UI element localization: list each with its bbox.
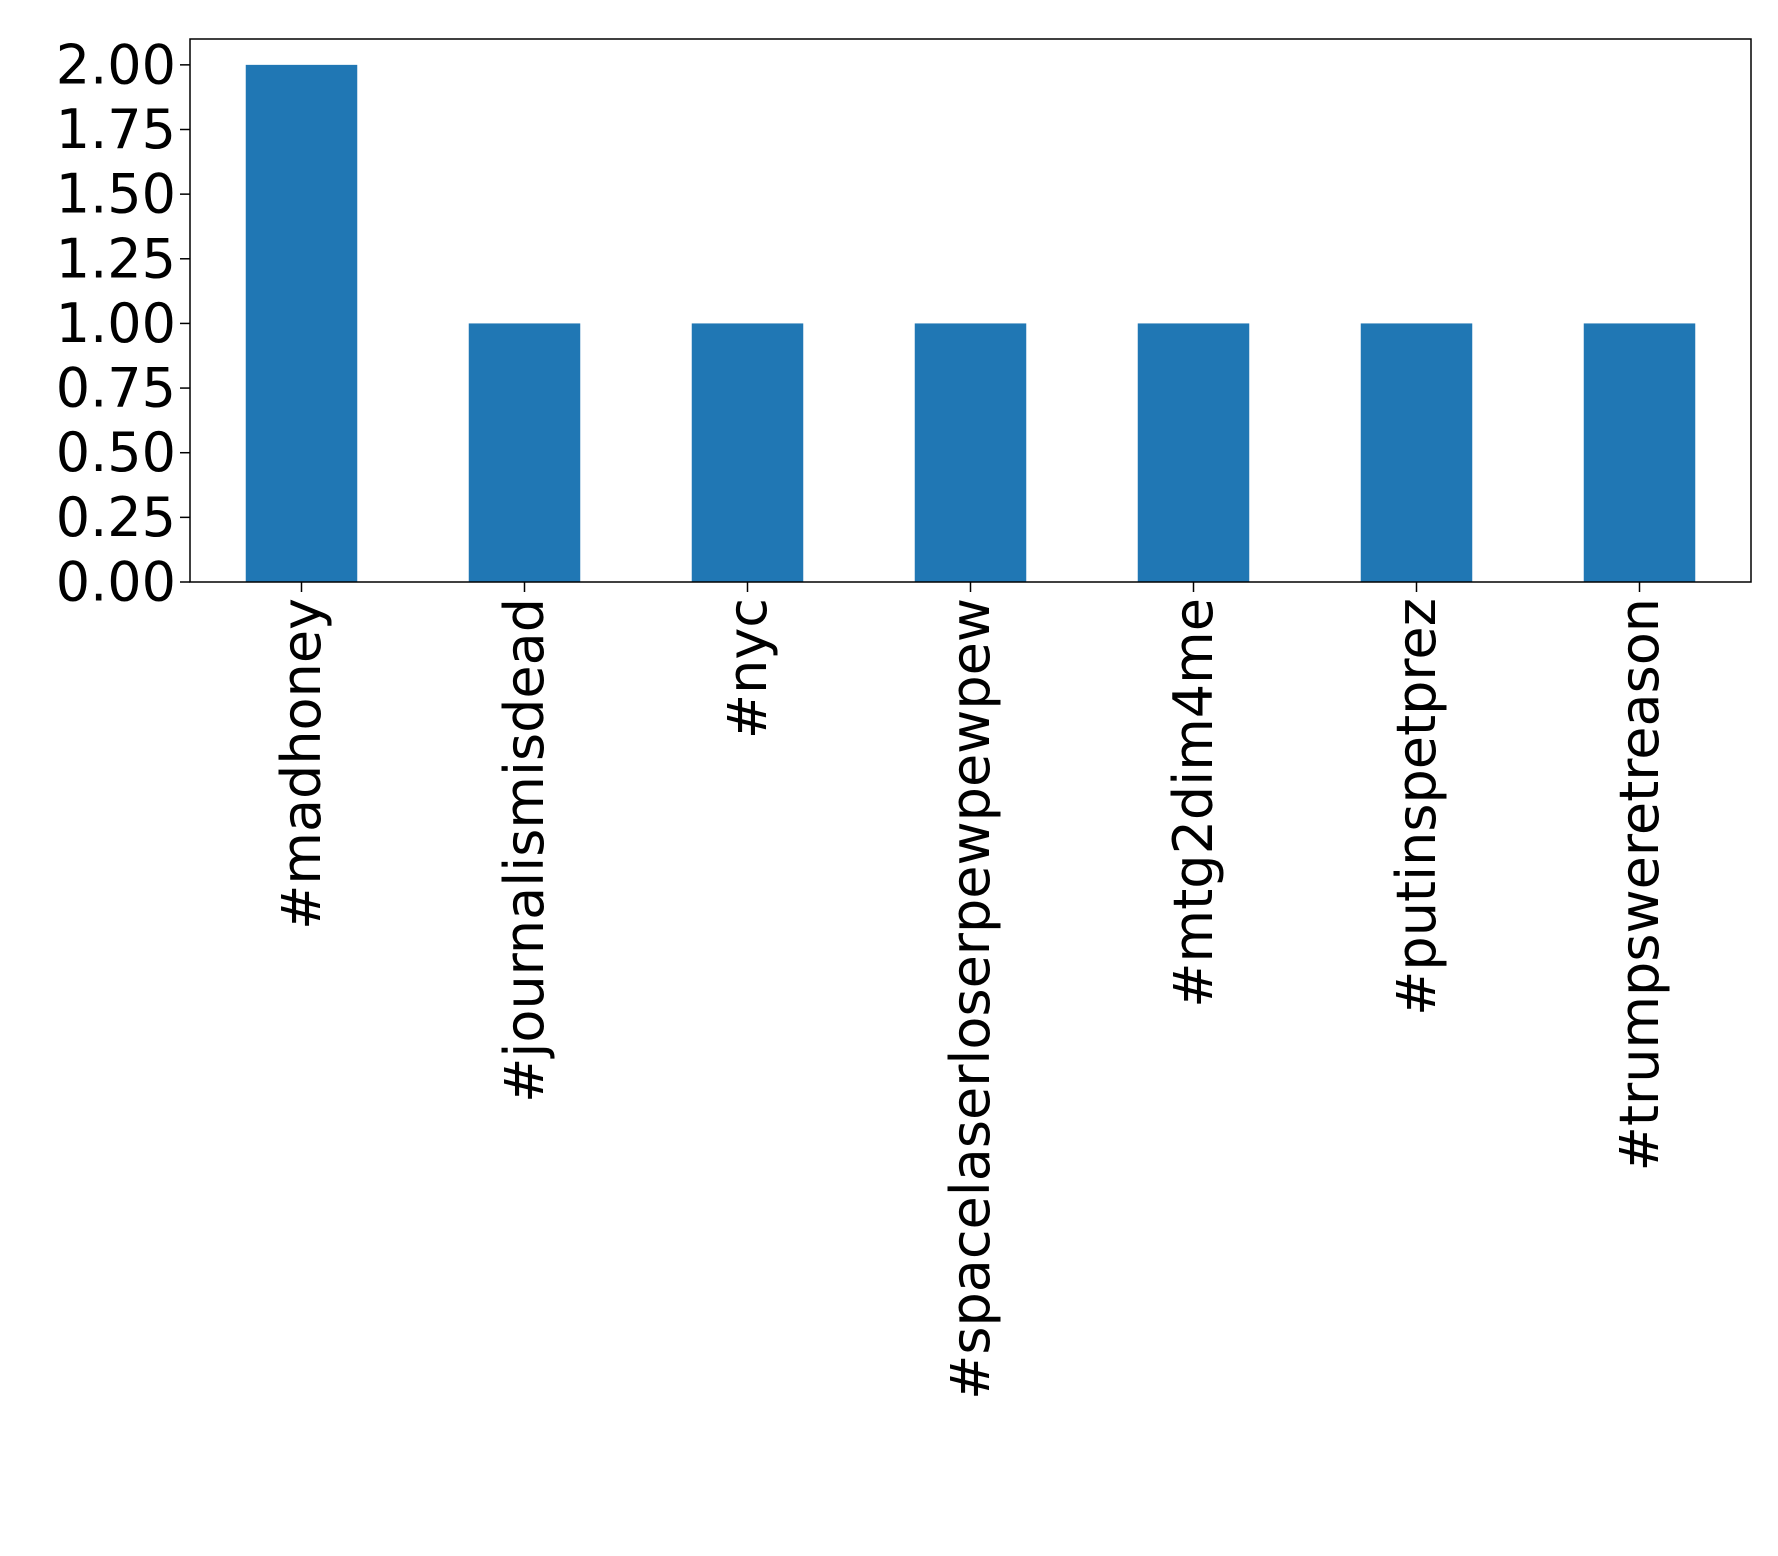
y-tick-label: 1.50	[56, 163, 176, 226]
bar-putinspetprez	[1360, 323, 1473, 582]
y-tick-label: 1.75	[56, 98, 176, 161]
x-tick-label: #spacelaserloserpewpewpew	[939, 598, 1002, 1400]
y-tick-label: 1.00	[56, 292, 176, 355]
bars-layer	[245, 64, 1696, 583]
y-tick-label: 0.75	[56, 357, 176, 420]
bar-mtg2dim4me	[1137, 323, 1250, 582]
x-axis: #madhoney #journalismisdead #nyc #spacelase…	[270, 582, 1671, 1400]
x-tick-label: #putinspetprez	[1385, 598, 1448, 1016]
y-axis: 0.000.250.500.751.001.251.501.752.00	[56, 33, 190, 614]
y-tick-label: 2.00	[56, 33, 176, 96]
x-tick-label: #mtg2dim4me	[1162, 598, 1225, 1008]
y-tick-label: 1.25	[56, 227, 176, 290]
y-tick-label: 0.25	[56, 486, 176, 549]
bar-madhoney	[245, 64, 358, 583]
x-tick-label: #trumpsweretreason	[1608, 598, 1671, 1171]
x-tick-label: #madhoney	[270, 598, 333, 930]
y-tick-label: 0.00	[56, 551, 176, 614]
bar-nyc	[691, 323, 804, 582]
bar-spacelaserloserpewpewpew	[914, 323, 1027, 582]
bar-journalismisdead	[468, 323, 581, 582]
x-tick-label: #journalismisdead	[493, 598, 556, 1103]
x-tick-label: #nyc	[716, 598, 779, 739]
y-tick-label: 0.50	[56, 421, 176, 484]
bar-trumpsweretreason	[1583, 323, 1696, 582]
